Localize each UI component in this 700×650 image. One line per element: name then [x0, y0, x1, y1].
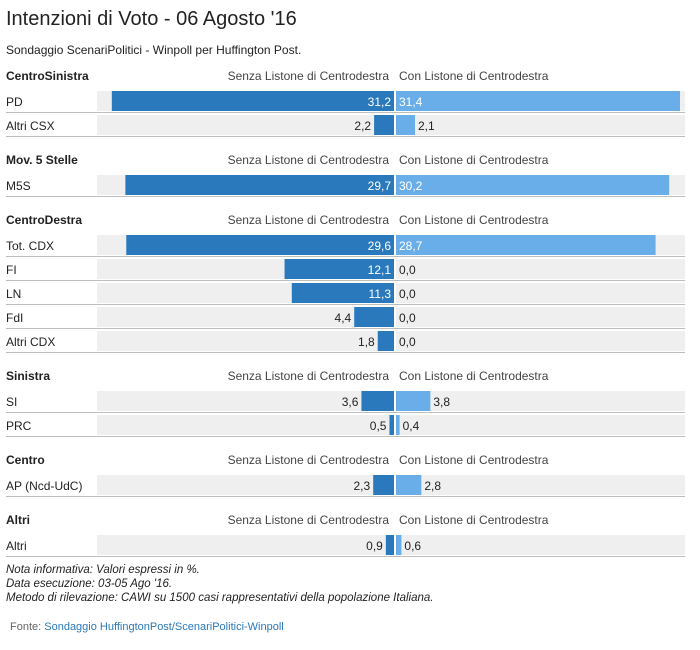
bar-senza — [389, 415, 394, 435]
value-label-senza: 2,2 — [354, 119, 371, 133]
column-header-con: Con Listone di Centrodestra — [399, 453, 549, 467]
value-label-con: 0,0 — [399, 335, 416, 349]
bar-senza — [284, 259, 394, 279]
row-label: Altri CSX — [6, 119, 55, 133]
value-label-senza: 29,6 — [368, 239, 392, 253]
bar-senza — [385, 535, 394, 555]
row-label: PD — [6, 95, 23, 109]
value-label-con: 2,1 — [418, 119, 435, 133]
back-to-back-bar-chart: CentroSinistra Senza Listone di Centrodes… — [6, 69, 685, 557]
column-header-con: Con Listone di Centrodestra — [399, 153, 549, 167]
row-label: LN — [6, 287, 21, 301]
column-header-con: Con Listone di Centrodestra — [399, 513, 549, 527]
column-header-con: Con Listone di Centrodestra — [399, 69, 549, 83]
group-heading: Altri — [6, 513, 30, 527]
column-header-senza: Senza Listone di Centrodestra — [228, 513, 390, 527]
row-label: SI — [6, 395, 17, 409]
bar-con — [396, 175, 670, 195]
value-label-senza: 4,4 — [335, 311, 352, 325]
bar-senza — [354, 307, 394, 327]
chart-subtitle: Sondaggio ScenariPolitici - Winpoll per … — [6, 43, 302, 57]
value-label-senza: 29,7 — [368, 179, 392, 193]
source-line: Fonte: Sondaggio HuffingtonPost/ScenariP… — [10, 621, 284, 633]
note-line: Nota informativa: Valori espressi in %. — [6, 564, 200, 576]
source-link[interactable]: Sondaggio HuffingtonPost/ScenariPolitici… — [44, 621, 284, 633]
value-label-con: 0,4 — [403, 419, 420, 433]
bar-con — [396, 91, 680, 111]
value-label-senza: 0,5 — [370, 419, 387, 433]
group-heading: Mov. 5 Stelle — [6, 153, 78, 167]
value-label-con: 31,4 — [399, 95, 423, 109]
bar-senza — [373, 475, 394, 495]
row-label: FI — [6, 263, 17, 277]
bar-con — [396, 391, 431, 411]
value-label-senza: 12,1 — [368, 263, 392, 277]
group-heading: Sinistra — [6, 369, 50, 383]
value-label-con: 3,8 — [433, 395, 450, 409]
column-header-senza: Senza Listone di Centrodestra — [228, 453, 390, 467]
row-label: FdI — [6, 311, 23, 325]
value-label-con: 0,0 — [399, 263, 416, 277]
value-label-senza: 31,2 — [368, 95, 392, 109]
value-label-con: 28,7 — [399, 239, 423, 253]
column-header-senza: Senza Listone di Centrodestra — [228, 213, 390, 227]
value-label-senza: 11,3 — [369, 287, 392, 301]
note-line: Data esecuzione: 03-05 Ago '16. — [6, 578, 173, 590]
value-label-senza: 0,9 — [366, 539, 383, 553]
column-header-senza: Senza Listone di Centrodestra — [228, 369, 390, 383]
bar-con — [396, 535, 402, 555]
column-header-senza: Senza Listone di Centrodestra — [228, 153, 390, 167]
row-label: M5S — [6, 179, 31, 193]
bar-senza — [125, 175, 394, 195]
value-label-con: 0,0 — [399, 287, 416, 301]
source-prefix: Fonte: — [10, 621, 45, 633]
note-line: Metodo di rilevazione: CAWI su 1500 casi… — [6, 592, 434, 604]
row-label: Altri — [6, 539, 27, 553]
bar-con — [396, 115, 415, 135]
value-label-senza: 1,8 — [358, 335, 375, 349]
value-label-senza: 3,6 — [342, 395, 359, 409]
bar-senza — [126, 235, 394, 255]
value-label-con: 0,0 — [399, 311, 416, 325]
chart-title: Intenzioni di Voto - 06 Agosto '16 — [6, 8, 297, 30]
bar-senza — [374, 115, 394, 135]
value-label-senza: 2,3 — [354, 479, 371, 493]
value-label-con: 2,8 — [424, 479, 441, 493]
row-label: Tot. CDX — [6, 239, 54, 253]
bar-con — [396, 235, 656, 255]
bar-senza — [111, 91, 395, 111]
group-heading: CentroDestra — [6, 213, 82, 227]
row-label: PRC — [6, 419, 32, 433]
bar-con — [396, 415, 400, 435]
bar-senza — [377, 331, 394, 351]
row-label: AP (Ncd-UdC) — [6, 479, 82, 493]
column-header-con: Con Listone di Centrodestra — [399, 369, 549, 383]
bar-senza — [291, 283, 394, 303]
value-label-con: 30,2 — [399, 179, 423, 193]
bar-con — [396, 475, 422, 495]
notes-block: Nota informativa: Valori espressi in %. … — [6, 563, 433, 605]
column-header-senza: Senza Listone di Centrodestra — [228, 69, 390, 83]
row-label: Altri CDX — [6, 335, 55, 349]
value-label-con: 0,6 — [404, 539, 421, 553]
group-heading: Centro — [6, 453, 45, 467]
bar-senza — [361, 391, 394, 411]
column-header-con: Con Listone di Centrodestra — [399, 213, 549, 227]
group-heading: CentroSinistra — [6, 69, 89, 83]
